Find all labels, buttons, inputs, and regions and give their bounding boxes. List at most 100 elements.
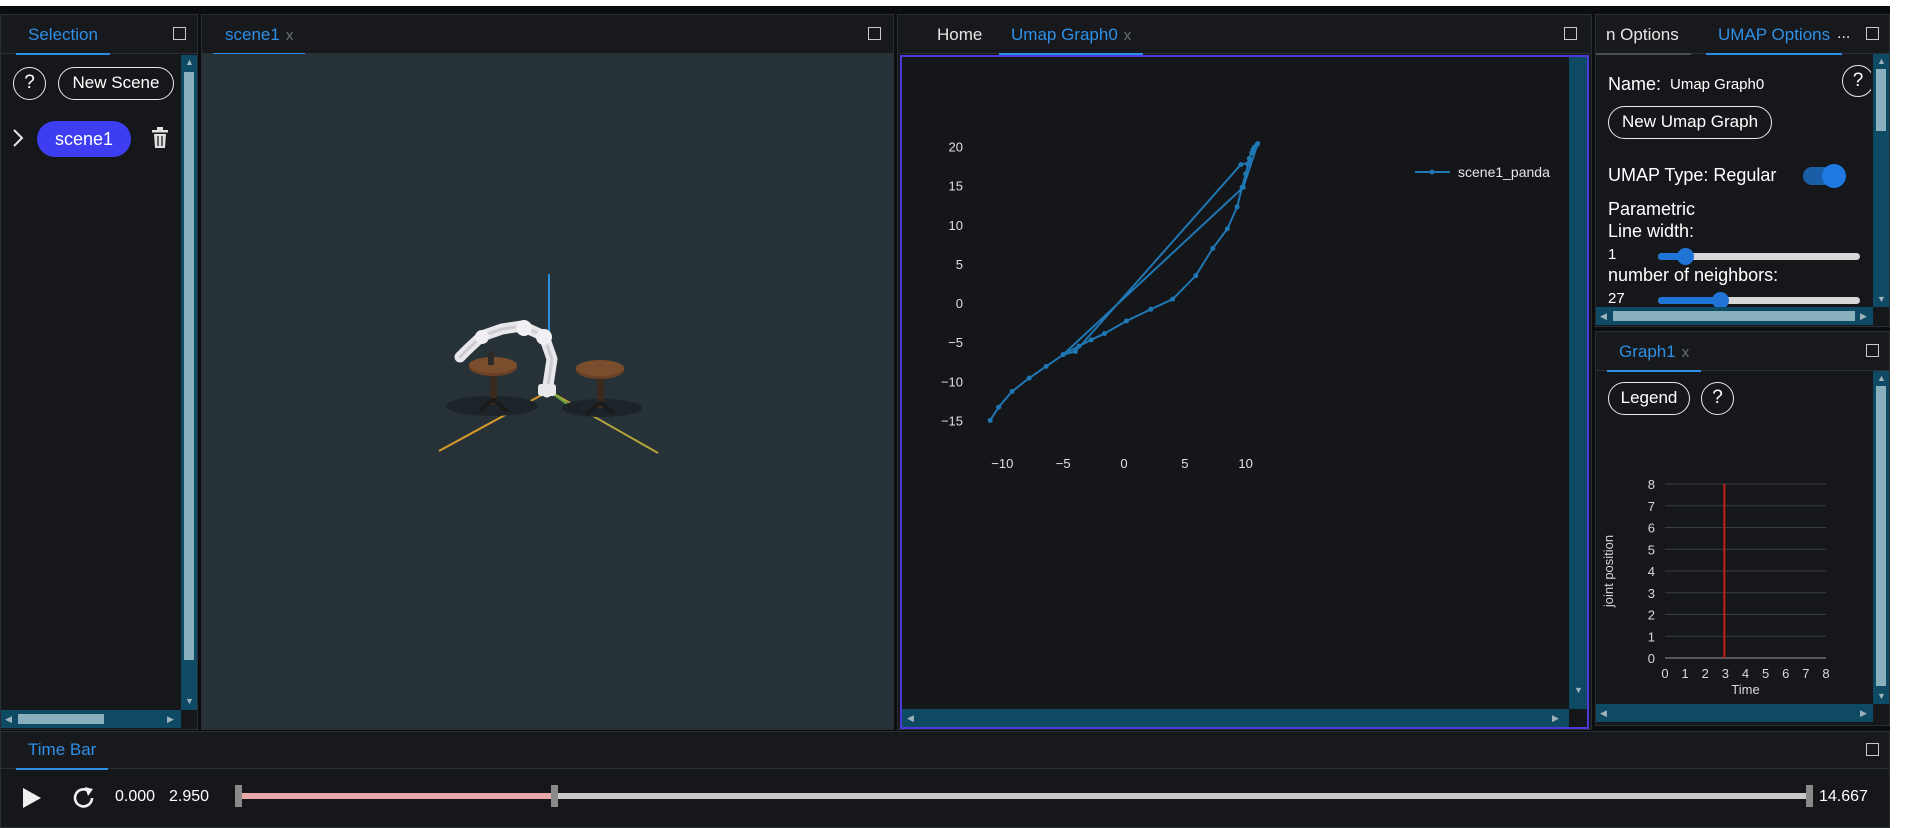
data-point bbox=[1009, 388, 1015, 394]
tab-previous-options[interactable]: n Options bbox=[1596, 25, 1691, 55]
data-point bbox=[1076, 343, 1082, 349]
app-window: Selection ? New Scene scene1 ▲ ▼ ◀ ▶ bbox=[0, 6, 1890, 828]
timeline-start-handle[interactable] bbox=[235, 785, 242, 807]
help-button[interactable]: ? bbox=[1701, 382, 1734, 415]
y-tick-label: 3 bbox=[1648, 586, 1655, 601]
scrollbar-thumb[interactable] bbox=[184, 72, 194, 660]
maximize-icon[interactable] bbox=[1866, 344, 1879, 357]
line-width-slider[interactable] bbox=[1658, 247, 1860, 265]
timeline-end-handle[interactable] bbox=[1806, 785, 1813, 807]
y-tick-label: 5 bbox=[1648, 542, 1655, 557]
parametric-label: Parametric bbox=[1608, 199, 1696, 219]
restart-icon[interactable] bbox=[71, 785, 97, 811]
maximize-icon[interactable] bbox=[1866, 743, 1879, 756]
data-point bbox=[1240, 184, 1246, 190]
y-tick-label: −10 bbox=[941, 374, 963, 389]
data-point bbox=[1234, 204, 1240, 210]
close-icon[interactable]: x bbox=[1123, 27, 1132, 44]
parametric-toggle[interactable] bbox=[1803, 164, 1846, 188]
tab-home[interactable]: Home bbox=[937, 25, 983, 44]
umap-options-panel: n Options UMAP Options ... Name: Umap Gr… bbox=[1595, 14, 1890, 327]
options-content: Name: Umap Graph0 ? New Umap Graph UMAP … bbox=[1596, 54, 1871, 307]
y-tick-label: 10 bbox=[949, 218, 963, 233]
x-tick-label: 5 bbox=[1762, 666, 1769, 681]
y-tick-label: 20 bbox=[949, 140, 963, 155]
tab-umap-options[interactable]: UMAP Options bbox=[1706, 25, 1843, 55]
data-point bbox=[1193, 273, 1199, 279]
scrollbar-thumb[interactable] bbox=[1876, 69, 1886, 131]
data-point bbox=[1060, 352, 1066, 358]
tab-selection[interactable]: Selection bbox=[16, 25, 110, 55]
data-point bbox=[1026, 375, 1032, 381]
data-point bbox=[1102, 331, 1108, 337]
data-point bbox=[1148, 306, 1154, 312]
new-umap-graph-button[interactable]: New Umap Graph bbox=[1608, 106, 1772, 139]
maximize-icon[interactable] bbox=[1866, 27, 1879, 40]
x-tick-label: −5 bbox=[1056, 456, 1071, 471]
play-icon[interactable] bbox=[21, 786, 43, 810]
options-horizontal-scrollbar[interactable]: ◀ ▶ bbox=[1596, 307, 1873, 325]
help-button[interactable]: ? bbox=[13, 67, 46, 100]
umap-chart: 20 15 10 5 0 −5 −10 −15 −10 −5 0 5 10 scene1_panda bbox=[941, 140, 1550, 471]
y-tick-label: 0 bbox=[1648, 651, 1655, 666]
y-tick-label: 8 bbox=[1648, 477, 1655, 492]
tab-umap-graph0[interactable]: Umap Graph0 x bbox=[999, 25, 1144, 55]
umap-panel: Home Umap Graph0 x 20 15 10 5 0 −5 −10 −15 −10 −5 0… bbox=[897, 14, 1592, 730]
timeline-slider[interactable] bbox=[235, 784, 1813, 808]
chevron-right-icon[interactable] bbox=[11, 128, 25, 148]
x-tick-label: 0 bbox=[1120, 456, 1127, 471]
scene-item-scene1[interactable]: scene1 bbox=[37, 121, 131, 157]
umap-type-label: UMAP Type: Regular bbox=[1608, 165, 1777, 185]
legend-button[interactable]: Legend bbox=[1608, 382, 1690, 415]
trash-icon[interactable] bbox=[151, 127, 169, 149]
x-tick-label: 8 bbox=[1822, 666, 1829, 681]
x-tick-label: 2 bbox=[1702, 666, 1709, 681]
tab-overflow[interactable]: ... bbox=[1837, 25, 1851, 42]
graph1-horizontal-scrollbar[interactable]: ◀ ▶ bbox=[1596, 704, 1873, 722]
3d-viewport[interactable] bbox=[202, 54, 893, 729]
close-icon[interactable]: x bbox=[285, 27, 294, 44]
neighbors-slider[interactable] bbox=[1658, 291, 1860, 307]
slider-knob[interactable] bbox=[1676, 248, 1694, 265]
tab-graph1[interactable]: Graph1 x bbox=[1607, 342, 1702, 372]
options-vertical-scrollbar[interactable]: ▲ ▼ bbox=[1873, 54, 1889, 307]
tab-graph1-label: Graph1 bbox=[1619, 342, 1676, 361]
scrollbar-thumb[interactable] bbox=[1876, 386, 1886, 686]
name-value: Umap Graph0 bbox=[1670, 76, 1765, 93]
x-tick-label: 7 bbox=[1802, 666, 1809, 681]
timebar-panel: Time Bar 0.000 2.950 14.667 bbox=[0, 731, 1890, 828]
data-point bbox=[1238, 162, 1244, 168]
timeline-current-handle[interactable] bbox=[550, 785, 558, 807]
scrollbar-thumb[interactable] bbox=[1613, 311, 1855, 321]
toggle-knob bbox=[1822, 164, 1846, 188]
y-axis-label: joint position bbox=[1601, 535, 1616, 608]
data-point bbox=[1224, 226, 1230, 232]
maximize-icon[interactable] bbox=[868, 27, 881, 40]
data-point bbox=[1255, 141, 1261, 147]
selection-horizontal-scrollbar[interactable]: ◀ ▶ bbox=[1, 710, 181, 728]
graph1-vertical-scrollbar[interactable]: ▲ ▼ bbox=[1873, 371, 1889, 704]
umap-plot-area[interactable]: 20 15 10 5 0 −5 −10 −15 −10 −5 0 5 10 scene1_panda ▼ … bbox=[900, 55, 1589, 729]
tab-time-bar[interactable]: Time Bar bbox=[16, 740, 109, 770]
neighbors-value: 27 bbox=[1608, 290, 1625, 307]
scrollbar-thumb[interactable] bbox=[18, 714, 104, 724]
tab-scene1[interactable]: scene1 x bbox=[213, 25, 306, 55]
maximize-icon[interactable] bbox=[1564, 27, 1577, 40]
umap-horizontal-scrollbar[interactable]: ◀ ▶ bbox=[902, 709, 1569, 727]
umap-vertical-scrollbar[interactable]: ▼ bbox=[1569, 57, 1587, 709]
x-axis-label: Time bbox=[1731, 682, 1759, 696]
close-icon[interactable]: x bbox=[1681, 344, 1690, 361]
maximize-icon[interactable] bbox=[173, 27, 186, 40]
data-point bbox=[1246, 159, 1252, 165]
y-tick-label: 5 bbox=[956, 257, 963, 272]
slider-knob[interactable] bbox=[1711, 292, 1729, 307]
end-time: 14.667 bbox=[1819, 788, 1868, 805]
y-tick-label: 4 bbox=[1648, 564, 1655, 579]
new-scene-button[interactable]: New Scene bbox=[58, 67, 174, 100]
selection-vertical-scrollbar[interactable]: ▲ ▼ bbox=[181, 55, 197, 710]
help-button[interactable]: ? bbox=[1842, 65, 1871, 97]
data-point bbox=[1043, 363, 1049, 369]
robot-scene-render bbox=[438, 274, 659, 454]
data-point bbox=[987, 417, 993, 423]
